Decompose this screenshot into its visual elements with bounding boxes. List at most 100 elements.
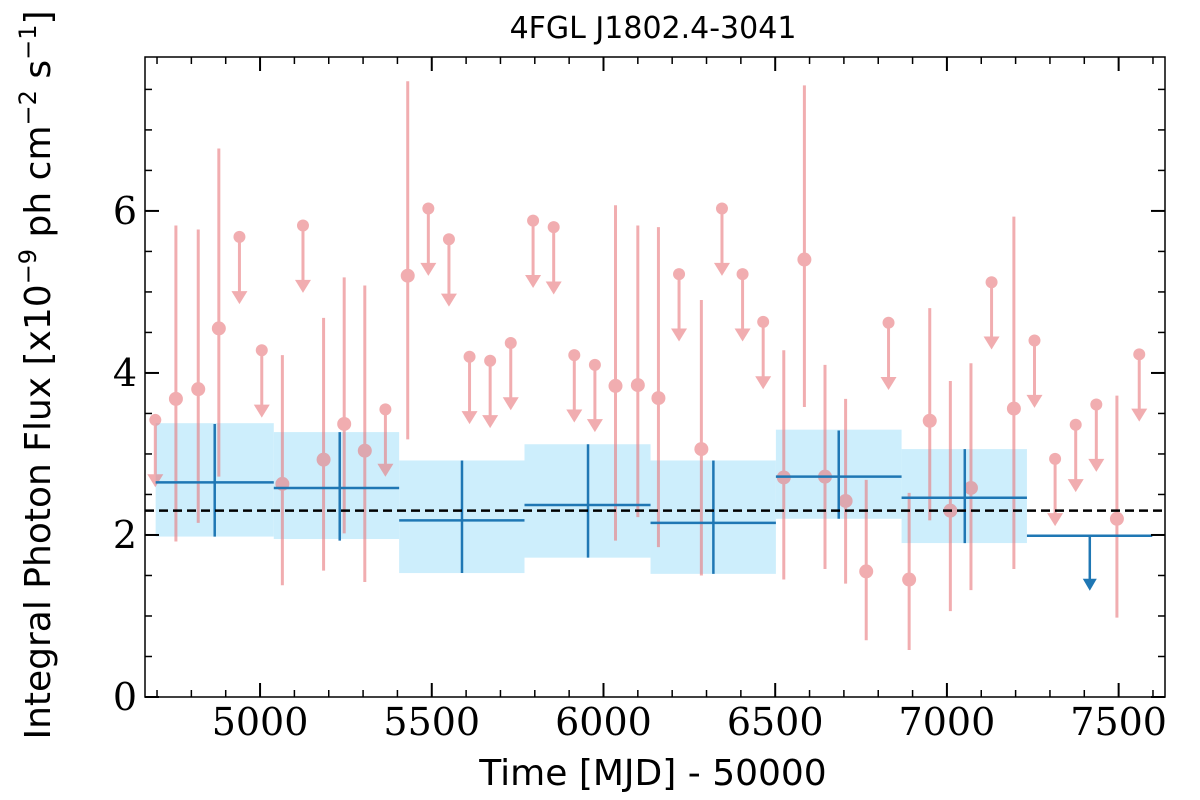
short-bin-point-13 bbox=[420, 202, 437, 276]
short-bin-ul-marker-19 bbox=[547, 221, 560, 234]
short-bin-point-21 bbox=[586, 358, 603, 433]
short-bin-point-44 bbox=[1067, 418, 1084, 493]
short-bin-ul-arrow-18 bbox=[525, 274, 542, 288]
short-bin-ul-arrow-17 bbox=[502, 397, 519, 411]
short-bin-ul-marker-7 bbox=[296, 219, 309, 232]
x-tick-label-5: 7500 bbox=[1070, 700, 1167, 744]
y-tick-label-1: 2 bbox=[113, 513, 137, 557]
short-bin-ul-arrow-0 bbox=[147, 474, 164, 488]
y-label-mid2: s bbox=[18, 60, 59, 90]
short-bin-point-34 bbox=[859, 479, 874, 641]
short-bin-point-28 bbox=[734, 268, 751, 342]
tick-labels: 5000 5500 6000 6500 7000 7500 0 2 4 6 bbox=[113, 189, 1167, 744]
short-bin-marker-36 bbox=[902, 572, 917, 587]
short-bin-ul-arrow-7 bbox=[294, 279, 311, 293]
short-bin-ul-arrow-28 bbox=[734, 328, 751, 342]
short-bin-marker-34 bbox=[859, 564, 874, 579]
short-bin-ul-marker-42 bbox=[1028, 334, 1041, 347]
short-bin-ul-marker-16 bbox=[484, 354, 497, 367]
short-bin-point-3 bbox=[211, 148, 226, 477]
short-bin-point-16 bbox=[482, 354, 499, 429]
short-bin-point-37 bbox=[922, 308, 937, 521]
long-bin-point-3 bbox=[524, 444, 651, 558]
long-bin-point-5 bbox=[775, 430, 902, 519]
short-bin-marker-2 bbox=[191, 382, 206, 397]
short-bin-ul-arrow-13 bbox=[420, 262, 437, 276]
short-bin-point-43 bbox=[1047, 452, 1064, 527]
short-bin-point-18 bbox=[525, 214, 542, 288]
long-bin-series bbox=[155, 423, 1153, 591]
long-bin-ul-arrow-7 bbox=[1082, 578, 1097, 591]
short-bin-point-7 bbox=[294, 219, 311, 293]
short-bin-ul-marker-44 bbox=[1069, 418, 1082, 431]
short-bin-ul-arrow-29 bbox=[755, 376, 772, 390]
short-bin-point-23 bbox=[630, 225, 645, 518]
x-axis-label: Time [MJD] - 50000 bbox=[478, 753, 826, 794]
short-bin-point-15 bbox=[461, 350, 478, 425]
long-bin-point-1 bbox=[273, 432, 400, 541]
chart-title: 4FGL J1802.4-3041 bbox=[510, 11, 797, 46]
short-bin-ul-marker-20 bbox=[568, 349, 581, 362]
x-tick-label-1: 5500 bbox=[383, 700, 480, 744]
short-bin-ul-arrow-27 bbox=[713, 262, 730, 276]
short-bin-point-33 bbox=[838, 398, 853, 584]
short-bin-point-29 bbox=[755, 315, 772, 390]
short-bin-ul-arrow-45 bbox=[1088, 458, 1105, 472]
short-bin-ul-arrow-16 bbox=[482, 415, 499, 429]
short-bin-point-36 bbox=[902, 492, 917, 651]
y-label-mid: ph cm bbox=[18, 125, 59, 248]
x-tick-label-2: 6000 bbox=[555, 700, 652, 744]
short-bin-ul-arrow-4 bbox=[231, 291, 248, 305]
short-bin-point-26 bbox=[694, 300, 709, 576]
short-bin-point-11 bbox=[377, 403, 394, 477]
short-bin-point-35 bbox=[880, 316, 897, 391]
short-bin-ul-marker-4 bbox=[233, 230, 246, 243]
short-bin-marker-31 bbox=[797, 252, 812, 267]
y-label-exp1: −9 bbox=[14, 249, 42, 284]
short-bin-point-46 bbox=[1109, 395, 1124, 618]
short-bin-point-5 bbox=[253, 344, 270, 418]
short-bin-marker-24 bbox=[651, 391, 666, 406]
short-bin-point-24 bbox=[651, 227, 666, 548]
x-tick-label-0: 5000 bbox=[212, 700, 309, 744]
short-bin-ul-marker-17 bbox=[504, 336, 517, 349]
short-bin-marker-10 bbox=[357, 443, 372, 458]
short-bin-point-2 bbox=[191, 229, 206, 523]
short-bin-ul-marker-18 bbox=[527, 214, 540, 227]
short-bin-marker-8 bbox=[316, 452, 331, 467]
short-bin-ul-marker-47 bbox=[1133, 348, 1146, 361]
long-bin-point-7 bbox=[1026, 534, 1153, 591]
short-bin-marker-23 bbox=[630, 378, 645, 393]
short-bin-ul-arrow-47 bbox=[1131, 408, 1148, 422]
y-tick-label-0: 0 bbox=[113, 675, 137, 719]
short-bin-ul-arrow-43 bbox=[1047, 513, 1064, 527]
short-bin-ul-arrow-15 bbox=[461, 411, 478, 425]
short-bin-point-0 bbox=[147, 413, 164, 488]
short-bin-marker-1 bbox=[168, 391, 183, 406]
short-bin-ul-marker-25 bbox=[673, 268, 686, 281]
short-bin-ul-arrow-44 bbox=[1067, 479, 1084, 493]
y-label-end: ] bbox=[18, 10, 59, 24]
short-bin-ul-arrow-25 bbox=[671, 328, 688, 342]
y-label-main: Integral Photon Flux [x10 bbox=[18, 284, 59, 739]
short-bin-point-45 bbox=[1088, 398, 1105, 472]
x-tick-label-4: 7000 bbox=[899, 700, 996, 744]
axis-ticks bbox=[145, 57, 1165, 698]
short-bin-point-40 bbox=[983, 276, 1000, 350]
long-bin-band-1 bbox=[273, 432, 400, 540]
short-bin-point-39 bbox=[963, 363, 978, 591]
y-tick-label-2: 4 bbox=[113, 351, 137, 395]
y-axis-label: Integral Photon Flux [x10−9 ph cm−2 s−1] bbox=[14, 10, 59, 739]
short-bin-ul-arrow-19 bbox=[545, 281, 562, 295]
long-bin-point-6 bbox=[901, 449, 1027, 544]
short-bin-ul-marker-45 bbox=[1090, 398, 1103, 411]
short-bin-ul-marker-21 bbox=[588, 358, 601, 371]
long-bin-point-4 bbox=[650, 460, 776, 574]
short-bin-marker-26 bbox=[694, 442, 709, 457]
y-label-exp3: −1 bbox=[14, 25, 42, 60]
short-bin-marker-33 bbox=[838, 493, 853, 508]
short-bin-marker-3 bbox=[211, 321, 226, 336]
short-bin-ul-arrow-5 bbox=[253, 404, 270, 418]
x-tick-label-3: 6500 bbox=[727, 700, 824, 744]
